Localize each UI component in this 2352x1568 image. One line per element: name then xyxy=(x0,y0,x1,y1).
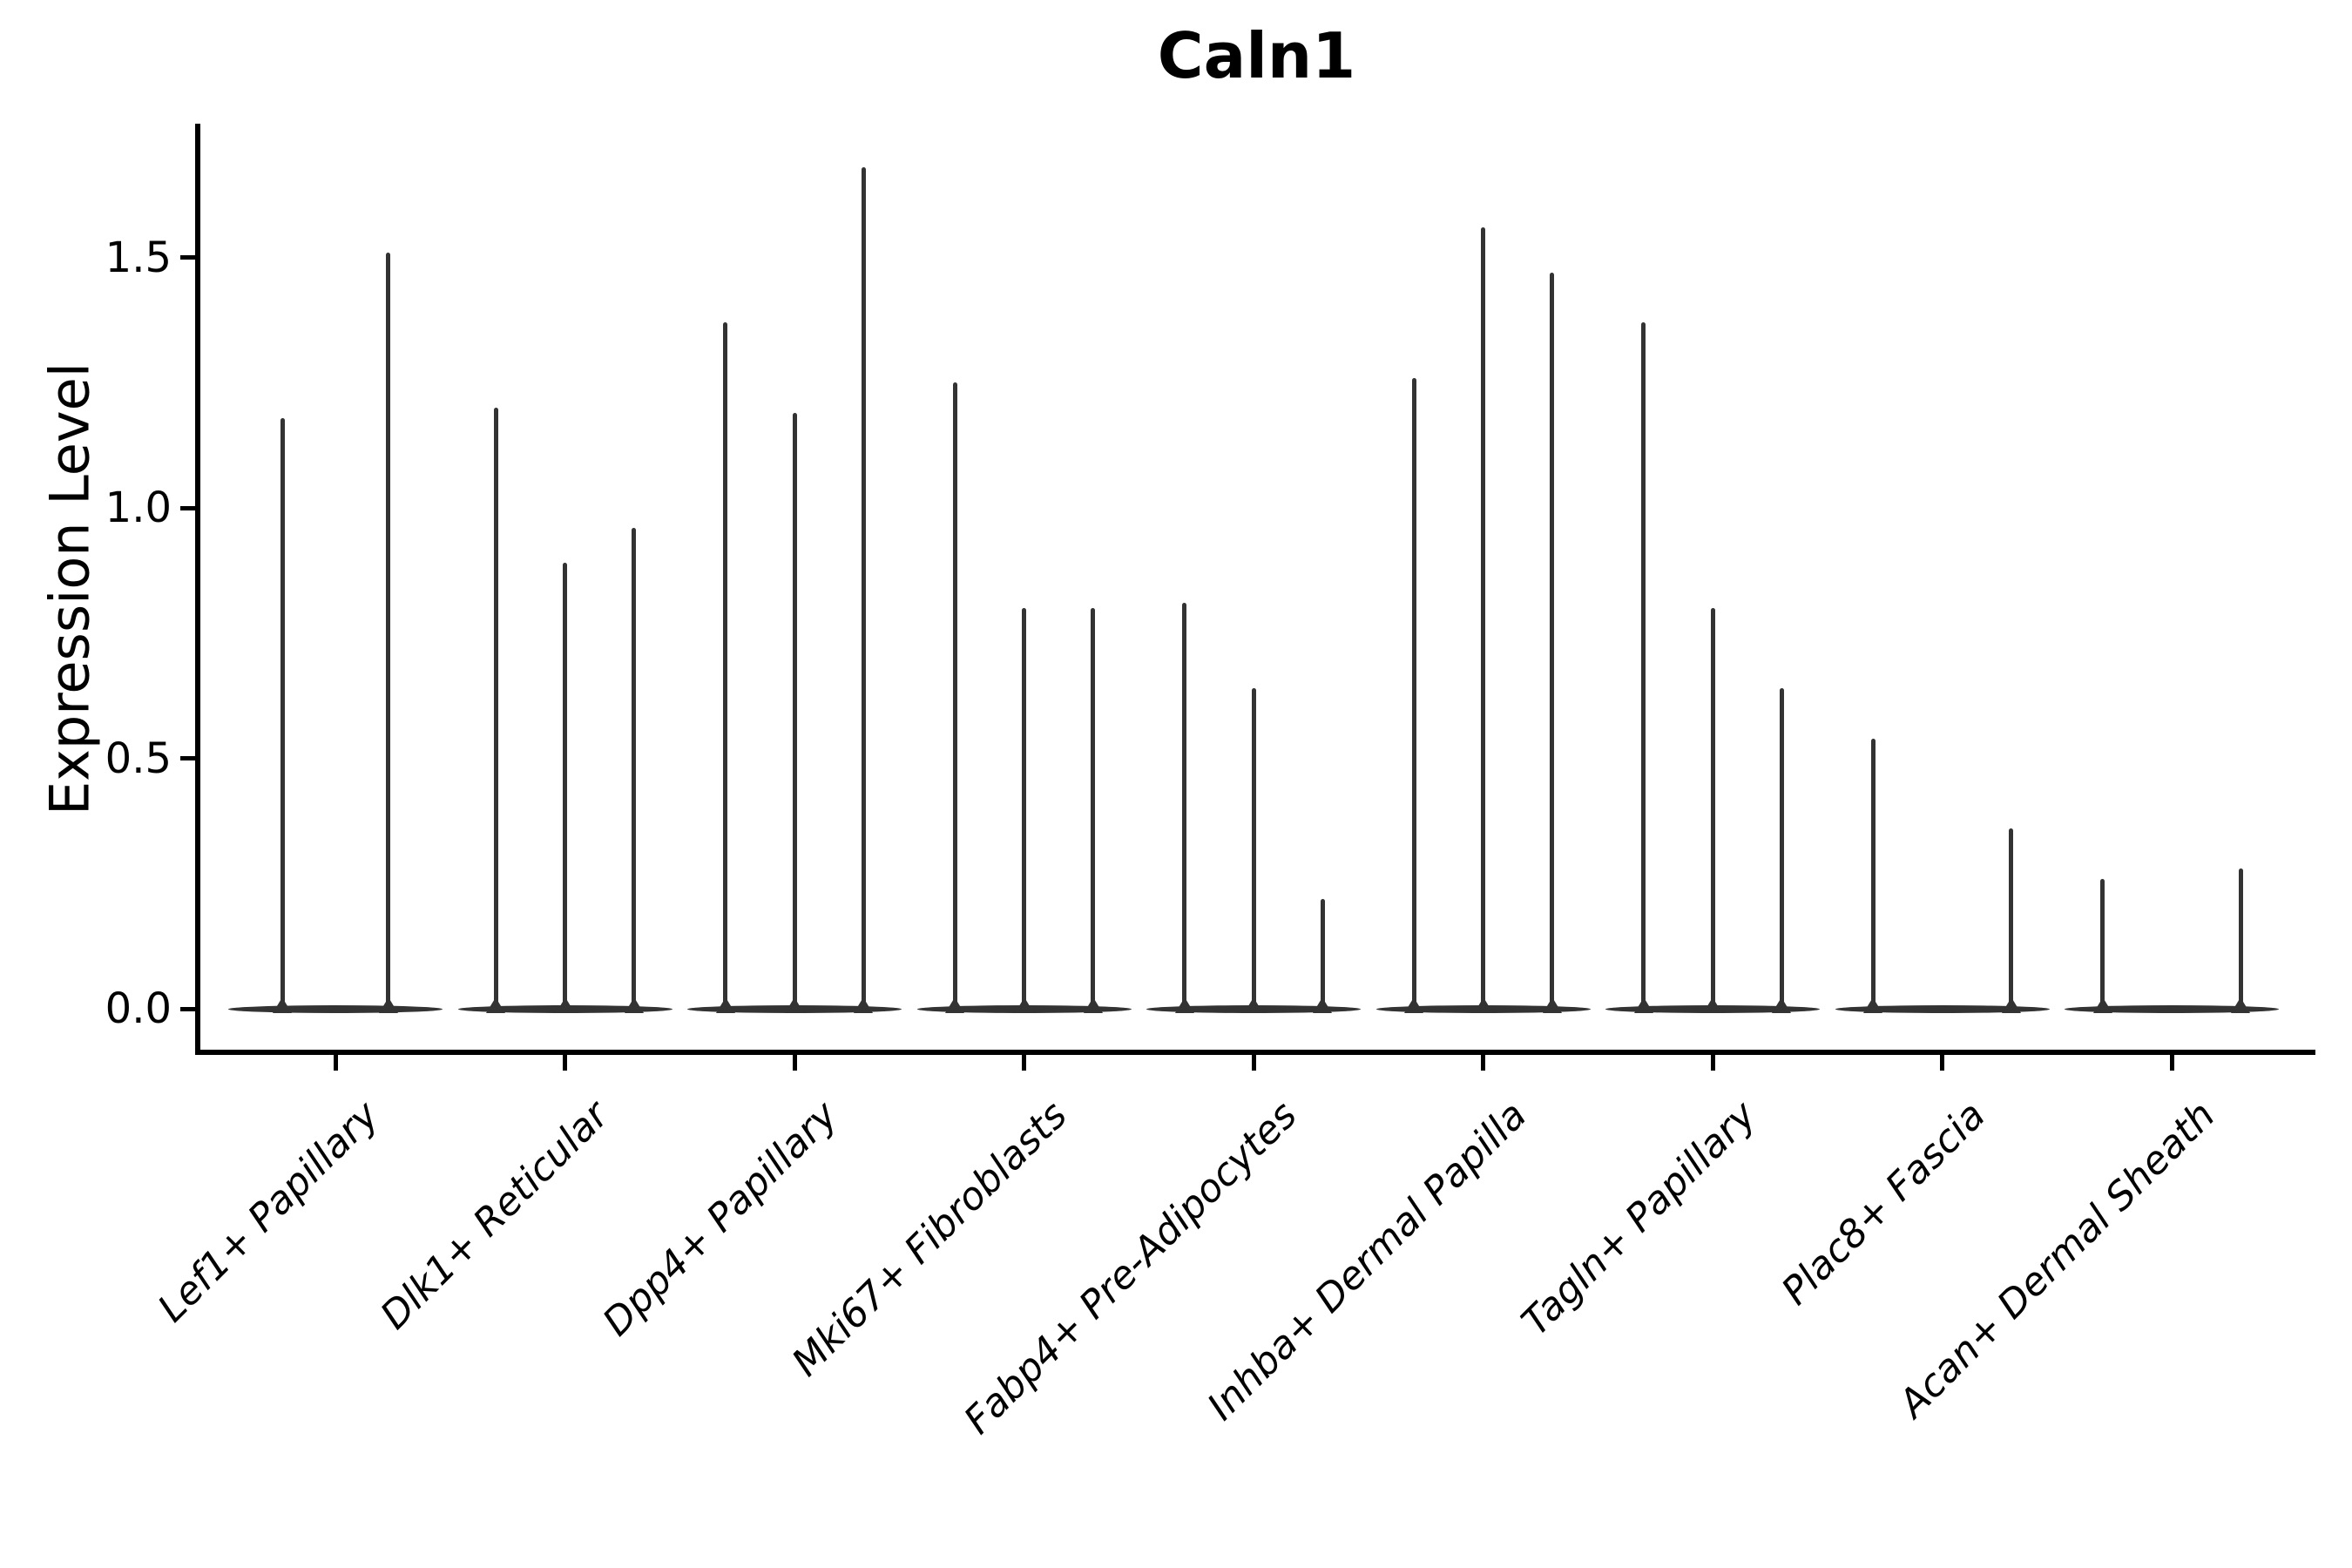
y-tick xyxy=(180,255,198,260)
violin-spike-flare xyxy=(1174,997,1194,1013)
x-tick xyxy=(1022,1055,1026,1071)
violin-spike xyxy=(632,528,637,1010)
violin-spike-flare xyxy=(1633,997,1653,1013)
violin-spike xyxy=(952,382,957,1010)
violin-spike-flare xyxy=(378,997,398,1013)
x-tick xyxy=(792,1055,797,1071)
y-tick-label: 0.5 xyxy=(105,733,172,783)
violin-spike xyxy=(792,412,797,1010)
violin-spike-flare xyxy=(1083,997,1103,1013)
violin-spike xyxy=(723,322,728,1010)
violin-spike xyxy=(1411,377,1416,1010)
violin-spike xyxy=(1022,608,1026,1010)
violin-spike-flare xyxy=(1863,997,1883,1013)
violin-spike-flare xyxy=(486,997,506,1013)
x-tick xyxy=(333,1055,338,1071)
violin-spike-flare xyxy=(785,997,804,1013)
violin-spike xyxy=(563,563,567,1010)
violin-spike-flare xyxy=(2092,997,2112,1013)
violin-base xyxy=(1835,1004,2050,1013)
y-axis-label: Expression Level xyxy=(37,362,102,815)
chart-title: Caln1 xyxy=(1157,19,1356,92)
x-tick xyxy=(563,1055,567,1071)
violin-spike xyxy=(1550,272,1555,1010)
x-tick xyxy=(1940,1055,1944,1071)
violin-spike-flare xyxy=(1313,997,1333,1013)
violin-spike xyxy=(493,408,498,1010)
x-tick xyxy=(2169,1055,2174,1071)
violin-spike-flare xyxy=(2231,997,2251,1013)
x-tick xyxy=(1251,1055,1256,1071)
violin-spike xyxy=(1710,608,1715,1010)
violin-spike xyxy=(1091,608,1096,1010)
violin-spike-flare xyxy=(555,997,575,1013)
x-tick-label: Dpp4+ Papillary xyxy=(594,1092,847,1345)
violin-spike-flare xyxy=(624,997,644,1013)
violin-spike xyxy=(2238,868,2243,1010)
violin-spike xyxy=(1320,898,1325,1010)
x-tick-label: Tagln+ Papillary xyxy=(1512,1092,1765,1345)
x-tick-label: Dlk1+ Reticular xyxy=(371,1092,618,1338)
y-tick xyxy=(180,756,198,760)
violin-spike-flare xyxy=(1772,997,1792,1013)
violin-spike-flare xyxy=(1014,997,1034,1013)
violin-spike-flare xyxy=(945,997,965,1013)
y-tick-label: 0.0 xyxy=(105,984,172,1033)
violin-spike xyxy=(280,417,285,1010)
violin-spike-flare xyxy=(1244,997,1263,1013)
violin-spike-flare xyxy=(2001,997,2021,1013)
violin-spike-flare xyxy=(854,997,874,1013)
x-axis-spine xyxy=(195,1050,2315,1055)
violin-spike xyxy=(1641,322,1646,1010)
x-tick-label: Plac8+ Fascia xyxy=(1773,1092,1995,1314)
y-axis-spine xyxy=(195,124,200,1055)
violin-spike-flare xyxy=(1404,997,1424,1013)
violin-spike xyxy=(1481,227,1485,1010)
violin-spike-flare xyxy=(273,997,293,1013)
violin-spike xyxy=(1251,688,1256,1010)
x-tick xyxy=(1710,1055,1715,1071)
y-tick-label: 1.5 xyxy=(105,233,172,282)
violin-spike-flare xyxy=(1542,997,1562,1013)
violin-spike-flare xyxy=(715,997,735,1013)
violin-spike xyxy=(861,167,866,1010)
violin-spike xyxy=(2009,828,2014,1010)
violin-base xyxy=(228,1004,443,1013)
violin-spike xyxy=(386,252,391,1010)
x-tick xyxy=(1481,1055,1485,1071)
violin-spike xyxy=(1182,603,1187,1010)
y-tick-label: 1.0 xyxy=(105,483,172,532)
violin-spike xyxy=(1779,688,1784,1010)
x-tick-label: Lef1+ Papillary xyxy=(149,1092,388,1331)
violin-spike-flare xyxy=(1473,997,1493,1013)
y-tick xyxy=(180,505,198,510)
violin-base xyxy=(2065,1004,2279,1013)
violin-spike xyxy=(1870,738,1876,1010)
violin-spike-flare xyxy=(1703,997,1722,1013)
y-tick xyxy=(180,1006,198,1011)
violin-spike xyxy=(2100,878,2105,1010)
